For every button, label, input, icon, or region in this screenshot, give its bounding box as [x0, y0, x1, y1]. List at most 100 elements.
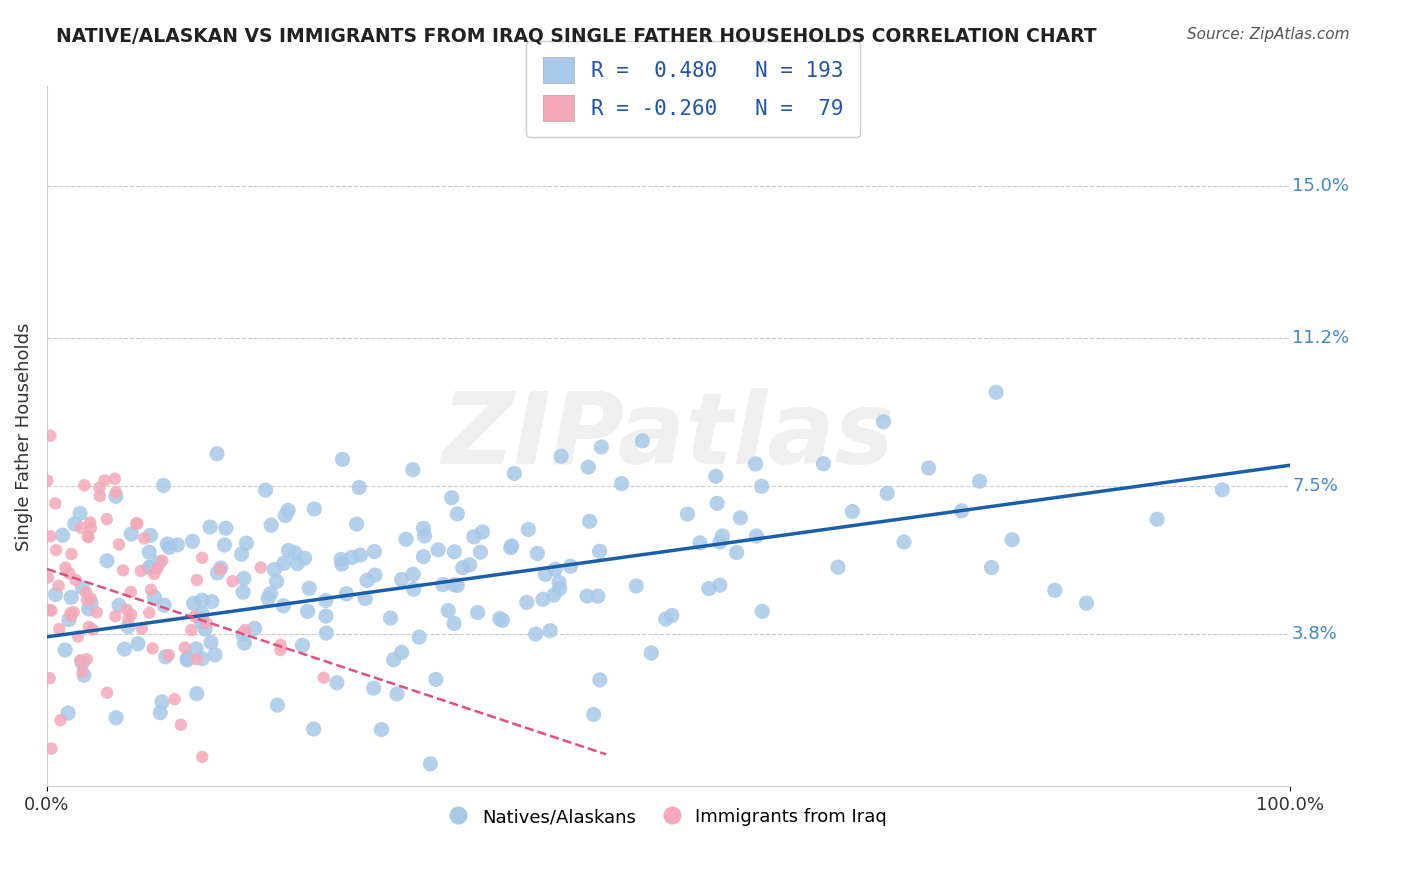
Natives/Alaskans [138, 560, 160, 574]
Natives/Alaskans [560, 559, 582, 574]
Natives/Alaskans [402, 567, 425, 582]
Natives/Alaskans [194, 622, 217, 636]
Immigrants from Iraq [105, 485, 128, 500]
Natives/Alaskans [183, 597, 205, 611]
Immigrants from Iraq [55, 560, 77, 574]
Immigrants from Iraq [134, 532, 156, 546]
Natives/Alaskans [548, 575, 571, 590]
Natives/Alaskans [425, 673, 447, 687]
Natives/Alaskans [706, 496, 728, 510]
Immigrants from Iraq [70, 521, 93, 535]
Natives/Alaskans [408, 630, 430, 644]
Natives/Alaskans [298, 581, 321, 595]
Natives/Alaskans [471, 524, 494, 539]
Natives/Alaskans [349, 548, 371, 562]
Natives/Alaskans [153, 599, 176, 613]
Immigrants from Iraq [48, 622, 70, 636]
Natives/Alaskans [72, 581, 94, 595]
Natives/Alaskans [876, 486, 898, 500]
Immigrants from Iraq [48, 579, 70, 593]
Natives/Alaskans [231, 547, 253, 561]
Natives/Alaskans [138, 545, 160, 559]
Immigrants from Iraq [80, 521, 103, 535]
Natives/Alaskans [1001, 533, 1024, 547]
Natives/Alaskans [676, 507, 699, 521]
Natives/Alaskans [610, 476, 633, 491]
Natives/Alaskans [499, 541, 522, 555]
Immigrants from Iraq [49, 713, 72, 727]
Immigrants from Iraq [93, 474, 115, 488]
Natives/Alaskans [725, 545, 748, 559]
Natives/Alaskans [232, 572, 254, 586]
Natives/Alaskans [263, 562, 285, 576]
Natives/Alaskans [589, 673, 612, 687]
Natives/Alaskans [586, 589, 609, 603]
Natives/Alaskans [117, 620, 139, 634]
Immigrants from Iraq [80, 591, 103, 606]
Natives/Alaskans [77, 602, 100, 616]
Immigrants from Iraq [146, 562, 169, 576]
Natives/Alaskans [488, 611, 510, 625]
Natives/Alaskans [446, 507, 468, 521]
Natives/Alaskans [467, 606, 489, 620]
Natives/Alaskans [382, 653, 405, 667]
Natives/Alaskans [52, 528, 75, 542]
Natives/Alaskans [259, 586, 281, 600]
Immigrants from Iraq [150, 553, 173, 567]
Natives/Alaskans [412, 549, 434, 564]
Immigrants from Iraq [82, 623, 104, 637]
Immigrants from Iraq [76, 652, 98, 666]
Natives/Alaskans [531, 592, 554, 607]
Natives/Alaskans [209, 561, 232, 575]
Immigrants from Iraq [186, 652, 208, 666]
Natives/Alaskans [266, 574, 288, 589]
Immigrants from Iraq [89, 489, 111, 503]
Natives/Alaskans [591, 440, 613, 454]
Immigrants from Iraq [37, 474, 59, 488]
Natives/Alaskans [294, 551, 316, 566]
Natives/Alaskans [332, 452, 354, 467]
Natives/Alaskans [1146, 512, 1168, 526]
Natives/Alaskans [370, 723, 392, 737]
Immigrants from Iraq [209, 563, 232, 577]
Natives/Alaskans [1076, 596, 1098, 610]
Natives/Alaskans [440, 491, 463, 505]
Natives/Alaskans [243, 622, 266, 636]
Natives/Alaskans [443, 578, 465, 592]
Natives/Alaskans [413, 529, 436, 543]
Natives/Alaskans [120, 527, 142, 541]
Natives/Alaskans [176, 651, 198, 665]
Immigrants from Iraq [129, 564, 152, 578]
Natives/Alaskans [986, 385, 1008, 400]
Immigrants from Iraq [79, 516, 101, 530]
Immigrants from Iraq [191, 550, 214, 565]
Natives/Alaskans [463, 530, 485, 544]
Natives/Alaskans [524, 627, 547, 641]
Natives/Alaskans [60, 591, 83, 605]
Immigrants from Iraq [66, 630, 89, 644]
Natives/Alaskans [517, 523, 540, 537]
Immigrants from Iraq [37, 571, 59, 585]
Natives/Alaskans [326, 675, 349, 690]
Natives/Alaskans [232, 627, 254, 641]
Natives/Alaskans [458, 558, 481, 572]
Immigrants from Iraq [157, 648, 180, 663]
Natives/Alaskans [626, 579, 648, 593]
Immigrants from Iraq [233, 623, 256, 637]
Natives/Alaskans [315, 626, 337, 640]
Immigrants from Iraq [59, 606, 82, 620]
Natives/Alaskans [841, 504, 863, 518]
Immigrants from Iraq [39, 529, 62, 543]
Immigrants from Iraq [163, 692, 186, 706]
Immigrants from Iraq [120, 607, 142, 622]
Immigrants from Iraq [115, 603, 138, 617]
Natives/Alaskans [534, 567, 557, 582]
Natives/Alaskans [437, 603, 460, 617]
Natives/Alaskans [157, 541, 180, 555]
Immigrants from Iraq [86, 605, 108, 619]
Natives/Alaskans [950, 504, 973, 518]
Immigrants from Iraq [104, 609, 127, 624]
Natives/Alaskans [443, 616, 465, 631]
Natives/Alaskans [582, 707, 605, 722]
Natives/Alaskans [215, 521, 238, 535]
